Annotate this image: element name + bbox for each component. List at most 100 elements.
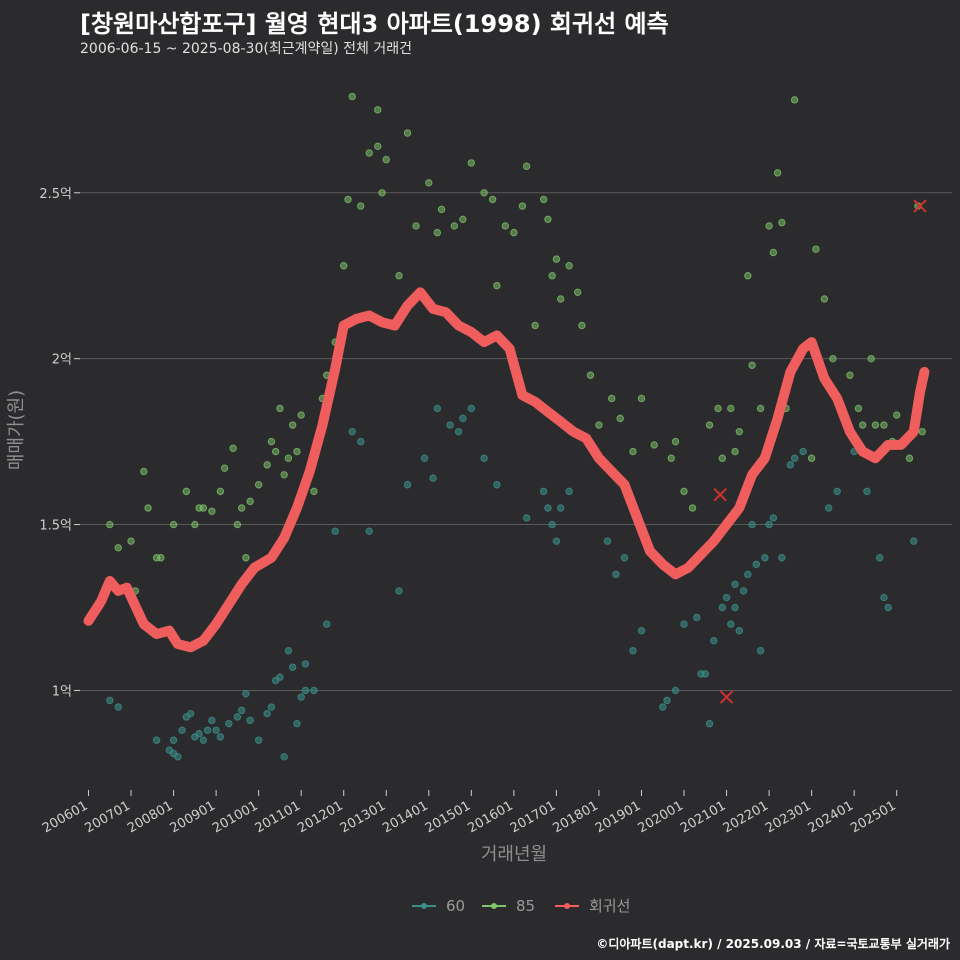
point-85 bbox=[374, 142, 382, 151]
point-85 bbox=[467, 159, 476, 167]
point-85 bbox=[867, 354, 875, 363]
x-tick-label: 202301 bbox=[763, 798, 813, 836]
point-60 bbox=[659, 703, 667, 711]
point-85 bbox=[271, 447, 280, 456]
point-60 bbox=[480, 454, 488, 462]
outlier-markers bbox=[713, 199, 927, 704]
point-85 bbox=[425, 179, 433, 187]
outlier-cross bbox=[719, 690, 734, 704]
grid-lines bbox=[80, 192, 952, 691]
point-85 bbox=[127, 537, 135, 545]
point-85 bbox=[254, 481, 263, 489]
point-85 bbox=[905, 454, 914, 462]
point-85 bbox=[595, 421, 603, 429]
point-60 bbox=[152, 736, 161, 744]
point-85 bbox=[748, 361, 756, 369]
point-60 bbox=[169, 736, 178, 744]
point-85 bbox=[578, 321, 586, 330]
x-tick-label: 201301 bbox=[338, 798, 388, 836]
point-85 bbox=[114, 544, 122, 552]
x-tick-label: 202501 bbox=[848, 798, 898, 836]
point-85 bbox=[918, 427, 926, 436]
point-85 bbox=[731, 447, 739, 456]
point-60 bbox=[552, 537, 561, 545]
point-60 bbox=[420, 454, 429, 462]
point-85 bbox=[727, 404, 735, 413]
point-60 bbox=[863, 487, 871, 496]
x-tick-label: 201401 bbox=[380, 798, 430, 836]
point-85 bbox=[871, 421, 880, 429]
x-tick-label: 200901 bbox=[168, 798, 218, 836]
point-85 bbox=[169, 520, 178, 529]
point-60 bbox=[833, 487, 841, 496]
point-85 bbox=[288, 421, 297, 429]
point-85 bbox=[773, 169, 782, 177]
point-85 bbox=[650, 441, 658, 449]
point-85 bbox=[688, 504, 697, 512]
point-85 bbox=[858, 421, 867, 429]
point-85 bbox=[246, 497, 254, 506]
point-85 bbox=[893, 411, 901, 419]
x-tick-label: 202001 bbox=[636, 798, 686, 836]
regression-line bbox=[83, 287, 930, 653]
point-60 bbox=[620, 554, 629, 562]
point-60 bbox=[216, 733, 225, 741]
x-tick-label: 201001 bbox=[210, 798, 260, 836]
point-85 bbox=[629, 447, 637, 456]
point-60 bbox=[454, 427, 463, 436]
point-85 bbox=[144, 504, 152, 512]
point-60 bbox=[539, 487, 548, 496]
x-tick-label: 201901 bbox=[593, 798, 643, 836]
point-85 bbox=[510, 228, 518, 237]
point-60 bbox=[284, 646, 293, 655]
point-60 bbox=[671, 686, 680, 695]
point-85 bbox=[548, 272, 556, 280]
point-85 bbox=[531, 321, 539, 330]
point-60 bbox=[114, 703, 122, 711]
point-60 bbox=[403, 481, 412, 489]
point-60 bbox=[276, 673, 284, 681]
point-60 bbox=[756, 646, 765, 655]
point-85 bbox=[412, 222, 420, 230]
y-tick-label: 2.5억 bbox=[39, 187, 72, 202]
legend-label: 회귀선 bbox=[589, 897, 630, 915]
point-85 bbox=[556, 295, 565, 303]
point-60 bbox=[254, 736, 263, 744]
point-60 bbox=[225, 719, 233, 728]
x-tick-label: 202401 bbox=[806, 798, 856, 836]
point-60 bbox=[280, 753, 288, 761]
y-tick-label: 1.5억 bbox=[39, 519, 72, 534]
point-60 bbox=[680, 620, 688, 628]
point-85 bbox=[216, 487, 225, 496]
point-85 bbox=[378, 189, 386, 197]
point-60 bbox=[663, 696, 671, 705]
legend-label: 60 bbox=[446, 897, 465, 915]
point-85 bbox=[395, 272, 403, 280]
point-85 bbox=[480, 189, 488, 197]
x-tick-label: 201101 bbox=[253, 798, 303, 836]
point-85 bbox=[671, 437, 680, 446]
point-85 bbox=[667, 454, 675, 462]
point-85 bbox=[276, 404, 284, 413]
point-60 bbox=[565, 487, 573, 496]
point-60 bbox=[612, 570, 620, 579]
point-85 bbox=[846, 371, 854, 379]
point-60 bbox=[731, 603, 739, 612]
x-axis: 2006012007012008012009012010012011012012… bbox=[40, 790, 899, 836]
point-60 bbox=[365, 527, 373, 535]
point-85 bbox=[297, 411, 305, 419]
point-85 bbox=[714, 404, 722, 413]
outlier-cross bbox=[913, 199, 927, 213]
point-85 bbox=[680, 487, 688, 496]
x-tick-label: 200601 bbox=[40, 798, 90, 836]
point-60 bbox=[203, 726, 212, 734]
point-60 bbox=[293, 719, 301, 728]
point-60 bbox=[786, 461, 795, 469]
point-60 bbox=[331, 527, 339, 535]
point-60 bbox=[493, 481, 501, 489]
point-85 bbox=[807, 454, 816, 462]
x-tick-label: 202101 bbox=[678, 798, 728, 836]
point-85 bbox=[565, 262, 573, 270]
point-60 bbox=[522, 514, 531, 522]
